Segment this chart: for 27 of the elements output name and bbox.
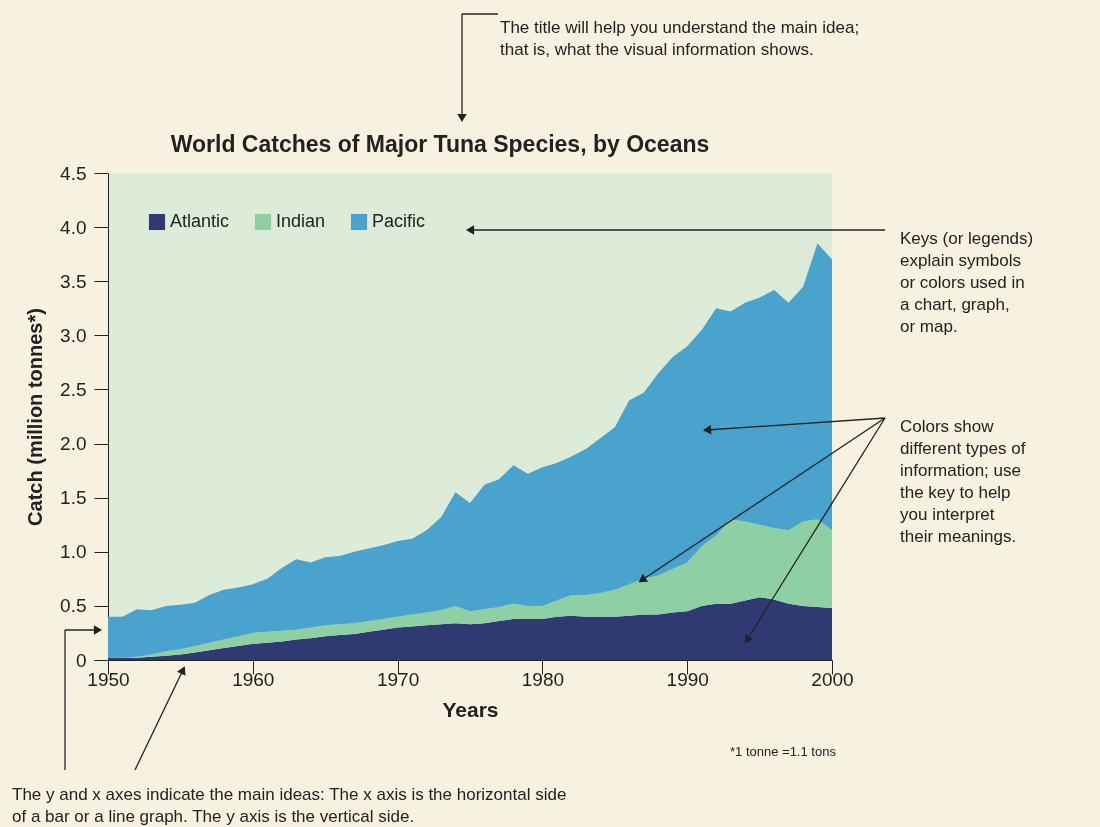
x-axis-title: Years xyxy=(442,697,499,721)
text: Keys (or legends) explain symbols or colors used in a chart, graph, or map. xyxy=(900,229,1034,336)
text: Colors show different types of information; use the key to help you interpret their meanings. xyxy=(900,417,1026,546)
y-tick-label: 0.5 xyxy=(60,595,87,617)
x-tick-label: 1960 xyxy=(232,668,275,690)
legend-label: Pacific xyxy=(372,211,426,231)
text: *1 tonne =1.1 tons xyxy=(730,744,837,759)
x-tick-label: 1950 xyxy=(87,668,130,690)
y-tick-label: 4.0 xyxy=(60,216,87,238)
y-tick-label: 0 xyxy=(75,649,87,671)
text: The title will help you understand the main idea; that is, what the visual information shows. xyxy=(500,18,860,59)
legend-label: Atlantic xyxy=(170,211,230,231)
y-tick-label: 4.5 xyxy=(60,162,87,184)
y-tick-label: 2.0 xyxy=(60,433,87,455)
legend-label: Indian xyxy=(276,211,326,231)
y-tick-label: 1.0 xyxy=(60,541,87,563)
y-tick-label: 1.5 xyxy=(60,487,87,509)
x-tick-label: 1980 xyxy=(521,668,565,690)
y-tick-label: 3.0 xyxy=(60,324,87,346)
text: The y and x axes indicate the main ideas: The x axis is the horizontal side of a bar or a line graph. The y axis is the vertical side. xyxy=(12,785,567,826)
x-tick-label: 2000 xyxy=(811,668,854,690)
y-tick-label: 3.5 xyxy=(60,270,87,292)
x-tick-label: 1970 xyxy=(376,668,420,690)
chart-title: World Catches of Major Tuna Species, by Oceans xyxy=(170,131,710,157)
y-axis-title: Catch (million tonnes*) xyxy=(24,308,47,526)
y-tick-label: 2.5 xyxy=(60,378,87,400)
x-tick-label: 1990 xyxy=(666,668,709,690)
